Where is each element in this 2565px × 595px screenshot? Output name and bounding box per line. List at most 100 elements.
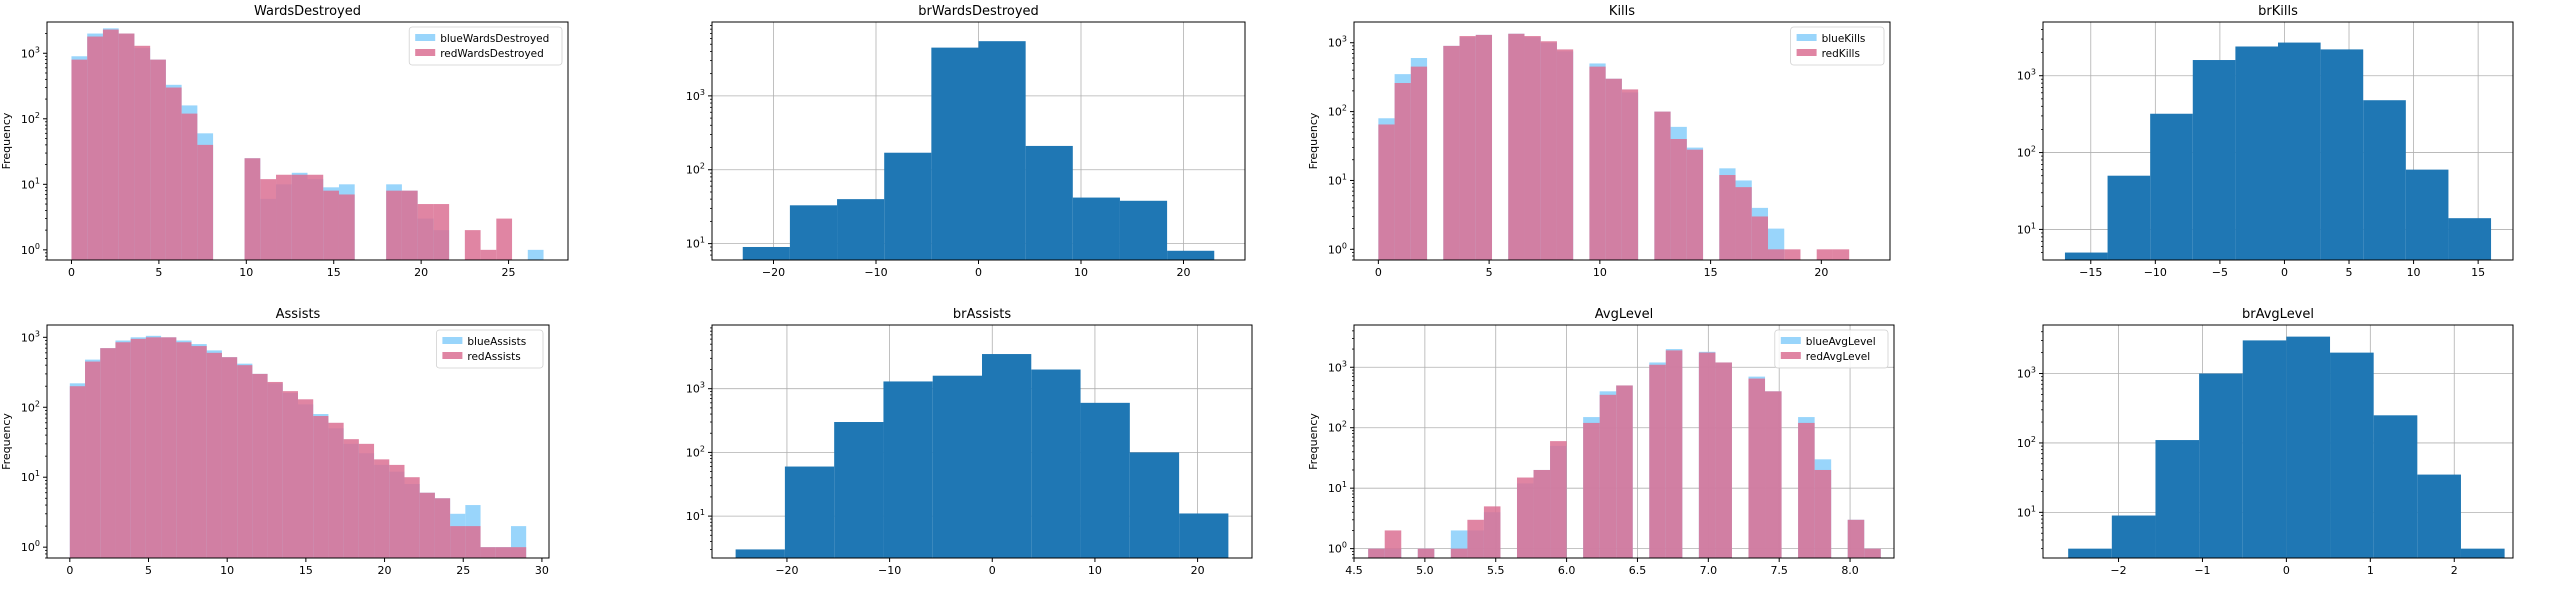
- bar-redAssists: [358, 443, 375, 558]
- x-tick-label: 5: [145, 564, 152, 577]
- bar-redAssists: [221, 357, 238, 558]
- bar-redAvgLevel: [1698, 352, 1716, 558]
- y-tick-label: 103: [1328, 35, 1347, 50]
- bar-redAssists: [252, 373, 268, 558]
- y-tick-label: 103: [21, 329, 40, 344]
- y-tick-label: 103: [686, 381, 705, 396]
- bar-redKills: [1735, 187, 1752, 260]
- legend-swatch: [1796, 34, 1817, 41]
- x-tick-label: −5: [2212, 266, 2228, 279]
- x-tick-label: 10: [2407, 266, 2421, 279]
- chart-title: brKills: [2258, 4, 2298, 19]
- y-tick-label: 100: [21, 242, 40, 257]
- x-tick-label: −10: [864, 266, 887, 279]
- legend-swatch: [1780, 337, 1801, 344]
- x-tick-label: 7.0: [1700, 564, 1718, 577]
- bar-count: [982, 354, 1032, 558]
- bar-redKills: [1443, 45, 1460, 260]
- bar-count: [2448, 218, 2492, 260]
- legend-swatch: [442, 352, 463, 359]
- bar-redAvgLevel: [1649, 364, 1666, 558]
- x-tick-label: 15: [2471, 266, 2485, 279]
- bars: [1368, 349, 1881, 558]
- x-tick-label: 5.5: [1487, 564, 1505, 577]
- bar-redKills: [1589, 66, 1606, 260]
- y-tick-label: 101: [21, 176, 40, 191]
- chart-panel-assists: 0 5 10 15 20 25 30 100 101 102 103 Assists Frequency…: [0, 307, 550, 577]
- bar-count: [2199, 373, 2243, 558]
- y-tick-label: 103: [686, 88, 705, 103]
- x-tick-label: 5: [2346, 266, 2353, 279]
- bar-count: [2405, 169, 2449, 260]
- bar-redAvgLevel: [1533, 469, 1551, 558]
- bar-redKills: [1784, 249, 1801, 260]
- bar-redAvgLevel: [1483, 506, 1501, 558]
- x-tick-label: 5: [1486, 266, 1493, 279]
- legend-swatch: [1780, 352, 1801, 359]
- legend-swatch: [442, 337, 463, 344]
- bar-redAssists: [206, 352, 222, 558]
- y-tick-label: 103: [21, 45, 40, 60]
- x-tick-label: 10: [1074, 266, 1088, 279]
- bar-redAvgLevel: [1599, 394, 1617, 558]
- bar-redWardsDestroyed: [433, 204, 450, 260]
- bar-count: [883, 381, 933, 558]
- bar-redKills: [1670, 139, 1687, 260]
- x-tick-label: 25: [456, 564, 470, 577]
- bar-redWardsDestroyed: [323, 190, 339, 260]
- legend-label: redKills: [1822, 48, 1860, 60]
- x-tick-label: 2: [2451, 564, 2458, 577]
- bar-redAssists: [161, 337, 177, 558]
- legend-label: blueAssists: [467, 336, 526, 348]
- x-tick-label: 0: [66, 564, 73, 577]
- bar-redAssists: [100, 348, 116, 558]
- axes-frame: [711, 324, 1253, 559]
- y-tick-label: 102: [2017, 435, 2036, 450]
- x-tick-label: 0: [2283, 564, 2290, 577]
- y-tick-label: 101: [686, 508, 705, 523]
- bar-count: [2064, 252, 2108, 260]
- bar-redAssists: [85, 361, 101, 558]
- x-tick-label: 0: [2281, 266, 2288, 279]
- y-tick-label: 102: [686, 444, 705, 459]
- axes-frame: [46, 21, 569, 261]
- bar-redAvgLevel: [1368, 548, 1385, 558]
- bar-redAssists: [510, 547, 527, 558]
- bar-redKills: [1719, 175, 1736, 260]
- chart-panel-kills: 0 5 10 15 20 100 101 102 103 Kills Frequency blueKi…: [1307, 4, 1891, 279]
- bar-redAssists: [328, 422, 344, 558]
- x-tick-label: 20: [1191, 564, 1205, 577]
- bar-count: [2155, 440, 2200, 558]
- y-tick-label: 102: [686, 162, 705, 177]
- legend-label: redWardsDestroyed: [440, 48, 544, 60]
- x-tick-label: 30: [535, 564, 549, 577]
- bar-redAvgLevel: [1417, 548, 1435, 558]
- bar-redWardsDestroyed: [291, 174, 308, 260]
- y-tick-label: 102: [1328, 420, 1347, 435]
- bar-redAssists: [130, 338, 146, 558]
- bar-count: [784, 466, 835, 558]
- x-tick-label: 1: [2367, 564, 2374, 577]
- y-tick-label: 102: [1328, 104, 1347, 119]
- legend-label: redAvgLevel: [1806, 351, 1870, 363]
- x-tick-label: 0: [989, 564, 996, 577]
- x-tick-label: 6.5: [1629, 564, 1647, 577]
- bar-redAssists: [313, 416, 329, 558]
- legend-box: [408, 26, 563, 66]
- bar-count: [931, 47, 979, 260]
- bar-redKills: [1410, 66, 1428, 260]
- legend: blueWardsDestroyed redWardsDestroyed: [408, 26, 563, 66]
- x-tick-label: 20: [1814, 266, 1828, 279]
- bar-redKills: [1378, 124, 1395, 260]
- bar-redAvgLevel: [1450, 548, 1468, 558]
- bar-redAvgLevel: [1864, 548, 1881, 558]
- bar-count: [1129, 452, 1180, 558]
- bar-count: [2068, 548, 2112, 558]
- bar-redAssists: [282, 391, 298, 558]
- bar-redWardsDestroyed: [338, 194, 355, 260]
- legend-swatch: [1796, 49, 1817, 56]
- x-tick-label: 4.5: [1345, 564, 1363, 577]
- x-tick-label: 5.0: [1416, 564, 1434, 577]
- legend: blueAvgLevel redAvgLevel: [1774, 329, 1889, 369]
- bar-redAssists: [404, 477, 420, 558]
